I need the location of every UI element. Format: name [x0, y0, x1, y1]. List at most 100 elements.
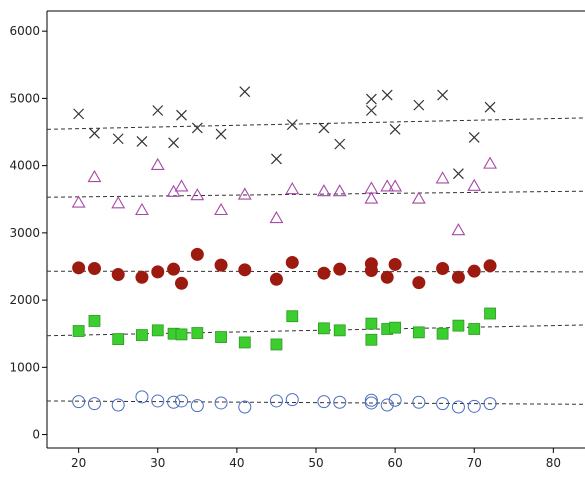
point-x [365, 105, 377, 116]
point-triangle-open [411, 191, 426, 204]
x-tick-label: 40 [229, 456, 244, 470]
point-circle-open [317, 395, 331, 409]
point-square-filled [468, 323, 481, 335]
x-tick-label: 80 [546, 456, 561, 470]
point-square-filled [112, 333, 125, 345]
point-circle-filled [467, 264, 481, 278]
point-triangle-open [150, 157, 165, 171]
x-stroke [89, 127, 100, 139]
point-circle-filled [167, 262, 181, 276]
point-circle-open [380, 398, 394, 412]
fit-line-series-4 [46, 400, 585, 405]
point-triangle-open [134, 202, 149, 216]
point-triangle-open [214, 202, 229, 216]
axes: 0 1000 2000 3000 4000 5000 6000 20 30 40 50 60 70 80 [9, 10, 585, 470]
x-stroke [381, 89, 393, 101]
point-circle-open [175, 394, 188, 408]
point-x [365, 93, 377, 105]
point-circle-open [190, 399, 204, 413]
point-circle-open [135, 390, 149, 404]
point-circle-open [285, 393, 299, 407]
point-triangle-open [483, 156, 498, 169]
point-x [191, 122, 203, 134]
y-tick-label: 1000 [9, 360, 40, 374]
x-stroke [73, 108, 85, 120]
x-stroke [215, 128, 227, 140]
point-x [484, 101, 496, 113]
point-circle-open [214, 396, 228, 410]
point-square-filled [365, 333, 378, 346]
y-tick-label: 5000 [9, 91, 40, 105]
point-x [468, 131, 480, 143]
x-stroke [191, 122, 203, 134]
point-circle-filled [72, 261, 86, 275]
point-circle-open [436, 397, 450, 411]
point-square-filled [318, 322, 330, 335]
point-square-filled [286, 310, 299, 323]
point-x [437, 89, 449, 101]
point-square-filled [175, 328, 188, 341]
x-stroke [334, 138, 346, 150]
point-circle-filled [87, 261, 101, 275]
point-circle-open [483, 397, 497, 411]
point-square-filled [136, 329, 148, 341]
x-stroke [389, 123, 401, 135]
point-triangle-open [87, 169, 102, 183]
point-square-filled [365, 317, 378, 330]
point-x [381, 89, 393, 101]
point-circle-filled [111, 268, 125, 282]
point-square-filled [436, 327, 449, 340]
point-circle-open [269, 394, 283, 408]
point-x [112, 133, 124, 145]
point-circle-open [87, 397, 101, 411]
point-square-filled [484, 307, 496, 320]
point-circle-open [151, 394, 165, 408]
point-triangle-open [451, 223, 466, 236]
point-triangle-open [364, 191, 379, 204]
point-square-filled [389, 321, 402, 334]
y-tick-label: 0 [32, 428, 40, 442]
y-tick-label: 3000 [9, 226, 40, 240]
point-triangle-open [435, 171, 450, 184]
point-circle-open [333, 395, 347, 409]
point-circle-open [72, 395, 86, 409]
point-circle-open [111, 398, 125, 412]
x-stroke [365, 105, 377, 116]
point-square-filled [88, 315, 101, 327]
x-tick-label: 70 [467, 456, 482, 470]
point-x [318, 122, 330, 134]
x-stroke [413, 99, 425, 111]
point-x [152, 105, 164, 116]
point-triangle-open [388, 179, 403, 192]
point-circle-open [364, 396, 378, 410]
point-circle-filled [388, 257, 402, 271]
point-x [73, 108, 85, 120]
point-circle-filled [317, 266, 331, 280]
x-stroke [136, 136, 148, 147]
point-x [452, 168, 464, 180]
point-x [334, 138, 346, 150]
point-circle-open [451, 400, 465, 414]
x-stroke [112, 133, 124, 145]
y-tick-label: 6000 [9, 24, 40, 38]
point-circle-filled [135, 270, 149, 284]
point-triangle-open [190, 188, 205, 201]
point-square-filled [191, 327, 204, 339]
point-circle-open [388, 393, 402, 407]
point-square-filled [452, 319, 465, 332]
point-circle-filled [333, 262, 347, 276]
point-circle-filled [269, 272, 283, 286]
x-tick-label: 20 [71, 456, 86, 470]
point-triangle-open [237, 187, 252, 200]
x-stroke [286, 119, 298, 131]
x-tick-label: 60 [387, 456, 402, 470]
point-triangle-open [71, 195, 86, 208]
point-circle-filled [151, 265, 165, 279]
x-stroke [271, 153, 282, 165]
point-square-filled [270, 338, 283, 351]
point-triangle-open [316, 184, 331, 197]
point-circle-filled [190, 247, 204, 261]
point-circle-filled [380, 270, 394, 284]
data-points [71, 86, 498, 414]
